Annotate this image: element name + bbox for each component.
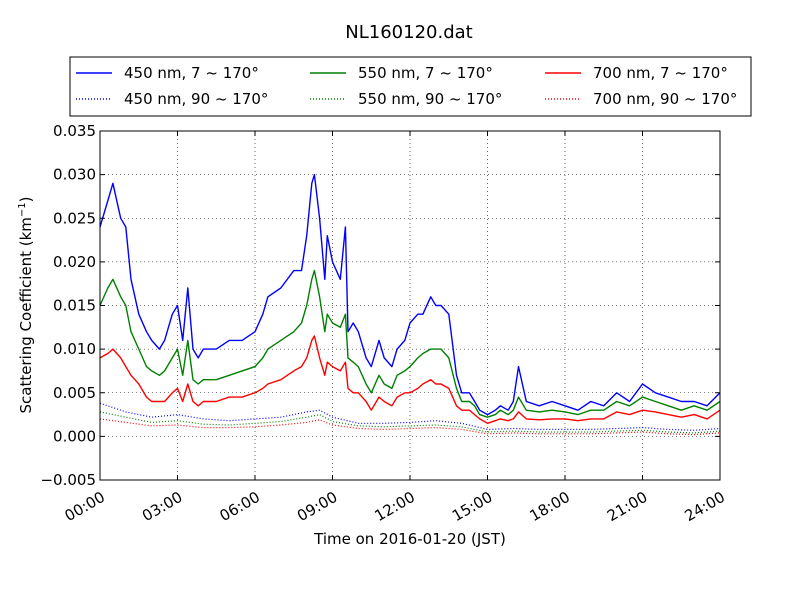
chart-title: NL160120.dat <box>345 22 472 43</box>
y-axis-label-close: ) <box>17 196 35 202</box>
series-line-1 <box>99 173 721 416</box>
series-line-3 <box>99 335 721 424</box>
y-tick-label: 0.000 <box>53 427 96 445</box>
y-tick-label: 0.030 <box>53 166 96 184</box>
series-line-5 <box>99 411 721 434</box>
series-line-4 <box>99 402 721 431</box>
y-tick-label: −0.005 <box>40 471 96 489</box>
legend-label-2: 550 nm, 7 ~ 170° <box>358 64 493 82</box>
legend-label-3: 700 nm, 7 ~ 170° <box>593 64 728 82</box>
y-axis-label-main: Scattering Coefficient (km <box>17 217 35 413</box>
legend-label-1: 450 nm, 7 ~ 170° <box>124 64 259 82</box>
y-tick-label: 0.020 <box>53 253 96 271</box>
legend-label-4: 450 nm, 90 ~ 170° <box>124 90 268 108</box>
series-layer <box>99 173 721 436</box>
legend-box <box>69 56 752 117</box>
legend-label-5: 550 nm, 90 ~ 170° <box>358 90 502 108</box>
x-axis-label: Time on 2016-01-20 (JST) <box>313 530 506 548</box>
y-tick-label: 0.010 <box>53 340 96 358</box>
y-axis-label-superscript: −1 <box>17 202 28 217</box>
y-tick-label: 0.035 <box>53 122 96 140</box>
legend-label-6: 700 nm, 90 ~ 170° <box>593 90 737 108</box>
y-axis-label: Scattering Coefficient (km−1) <box>17 196 35 413</box>
y-tick-label: 0.005 <box>53 384 96 402</box>
legend: 450 nm, 7 ~ 170° 550 nm, 7 ~ 170° 700 nm, … <box>69 56 752 117</box>
y-tick-label: 0.025 <box>53 209 96 227</box>
series-line-2 <box>99 269 721 418</box>
y-tick-label: 0.015 <box>53 297 96 315</box>
series-line-6 <box>99 418 721 436</box>
